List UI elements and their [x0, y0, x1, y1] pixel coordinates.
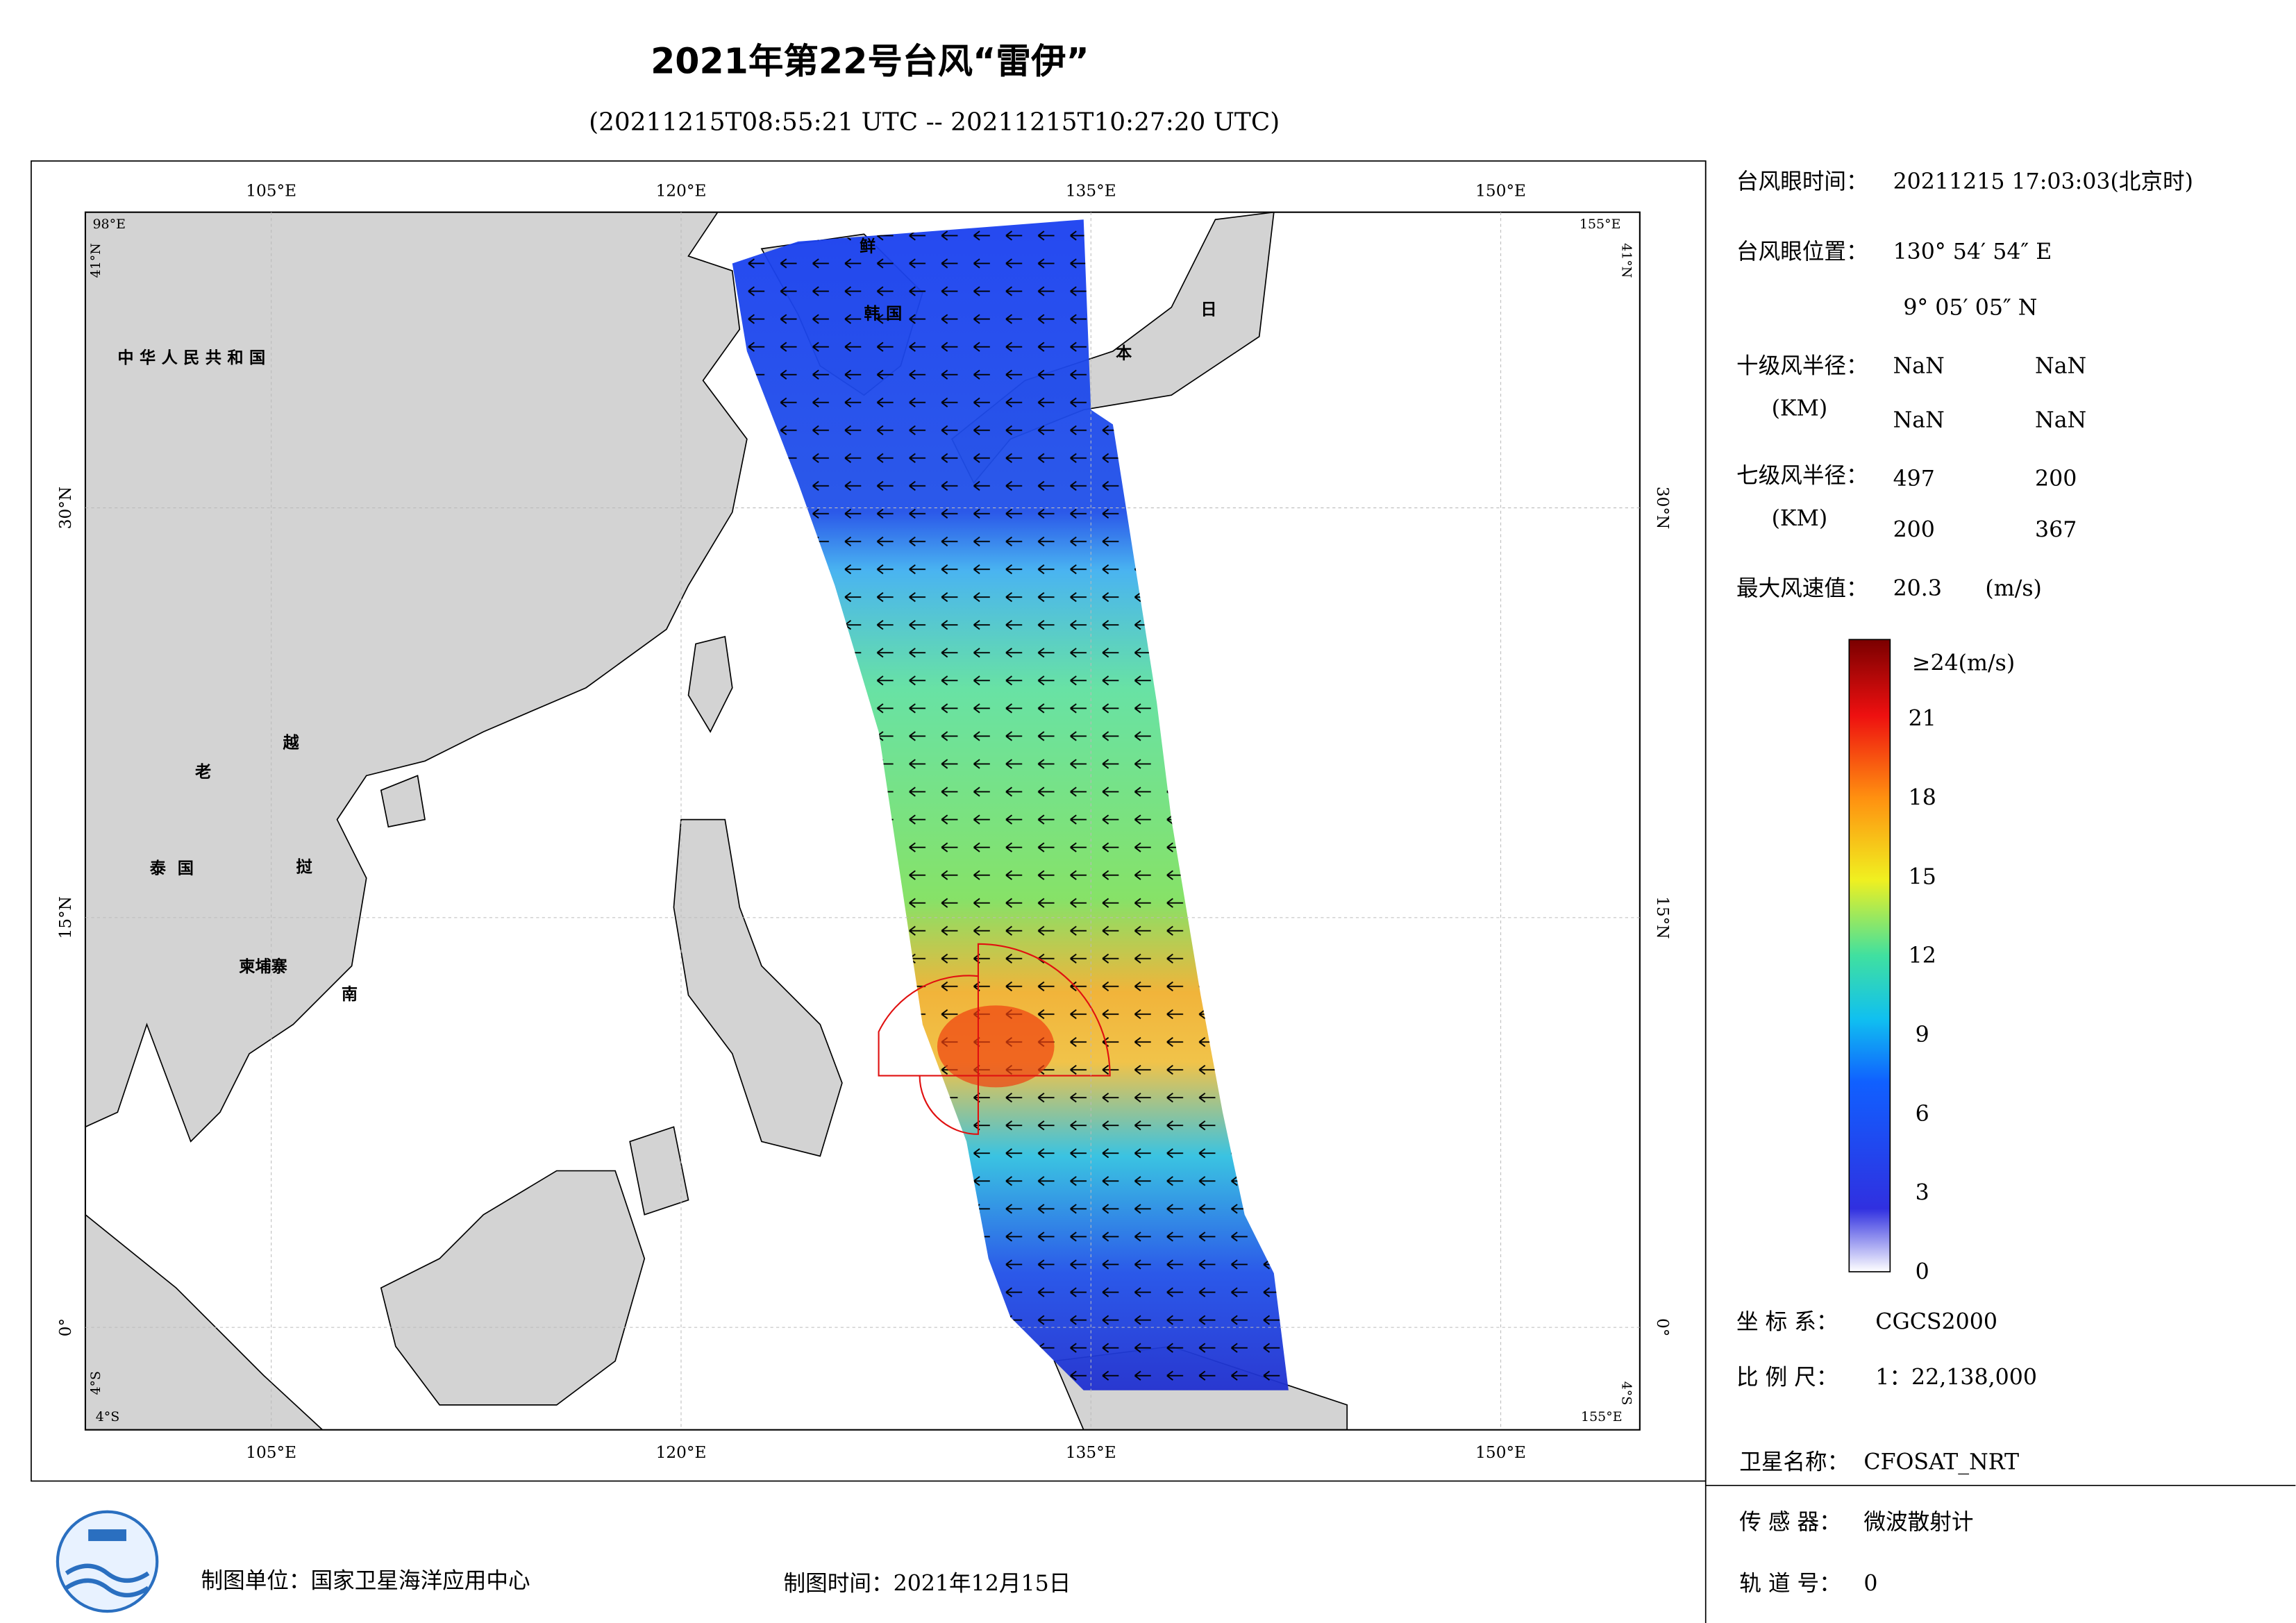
meta-label: 坐 标 系：: [1736, 1309, 1838, 1334]
meta-label: 传 感 器：: [1739, 1510, 1841, 1535]
meta-value: CFOSAT_NRT: [1863, 1450, 2019, 1475]
lat-label: 15°N: [1653, 896, 1672, 939]
corner-label: 41°N: [1619, 243, 1634, 278]
lon-label: 135°E: [1066, 181, 1116, 200]
title: 2021年第22号台风“雷伊”: [651, 40, 1089, 81]
lat-label: 30°N: [56, 487, 75, 529]
colorbar-tick-label: 21: [1909, 707, 1936, 732]
corner-label: 4°S: [96, 1409, 120, 1424]
info-value: 130° 54′ 54″ E: [1893, 239, 2052, 264]
place-label: 泰国: [149, 859, 206, 878]
place-label: 柬埔寨: [239, 957, 287, 976]
lat-label: 30°N: [1653, 487, 1672, 529]
lon-label: 150°E: [1475, 1443, 1526, 1462]
meta-value: 微波散射计: [1863, 1510, 1973, 1535]
land: [673, 818, 843, 1157]
place-label: 日: [1200, 300, 1216, 319]
info-value: (m/s): [1985, 576, 2042, 601]
map-border: [84, 211, 1641, 1431]
info-value: NaN: [2035, 408, 2086, 433]
lon-label: 105°E: [246, 1443, 296, 1462]
logo: [56, 1510, 159, 1613]
info-value: 200: [1893, 518, 1935, 543]
colorbar-tick-label: 15: [1909, 864, 1936, 889]
lon-label: 135°E: [1066, 1443, 1116, 1462]
meta-value: CGCS2000: [1875, 1309, 1997, 1334]
place-label: 韩国: [864, 305, 908, 323]
info-unit: (KM): [1772, 506, 1828, 531]
place-label: 本: [1116, 344, 1132, 363]
colorbar-tick-label: 9: [1916, 1023, 1929, 1048]
colorbar-tick-label: 0: [1916, 1260, 1929, 1285]
footer-time: 制图时间：2021年12月15日: [784, 1572, 1071, 1597]
lat-label: 0°: [1653, 1318, 1672, 1336]
info-value: NaN: [1893, 408, 1945, 433]
colorbar: [1848, 639, 1891, 1272]
high-wind: [937, 1005, 1055, 1088]
place-label: 挝: [296, 857, 313, 876]
subtitle: (20211215T08:55:21 UTC -- 20211215T10:27…: [589, 108, 1280, 137]
meta-label: 比 例 尺：: [1736, 1365, 1838, 1390]
info-unit: (KM): [1772, 396, 1828, 421]
corner-label: 4°S: [88, 1371, 103, 1395]
lon-label: 120°E: [656, 181, 707, 200]
corner-label: 155°E: [1579, 217, 1621, 232]
land: [380, 636, 733, 828]
corner-label: 41°N: [88, 243, 103, 278]
place-label: 中华人民共和国: [117, 348, 271, 367]
land: [380, 1170, 646, 1406]
info-value: 497: [1893, 466, 1935, 491]
info-value: NaN: [2035, 354, 2086, 379]
lat-label: 15°N: [56, 896, 75, 939]
colorbar-top-label: ≥24(m/s): [1912, 651, 2015, 676]
info-label: 十级风半径：: [1736, 354, 1868, 379]
corner-label: 98°E: [92, 217, 125, 232]
land: [85, 212, 748, 1143]
lon-label: 120°E: [656, 1443, 707, 1462]
place-label: 老: [194, 762, 211, 781]
info-label: 台风眼位置：: [1736, 239, 1868, 264]
corner-label: 155°E: [1581, 1409, 1623, 1424]
colorbar-tick-label: 3: [1916, 1181, 1929, 1206]
wind-radius: [878, 943, 1111, 1135]
info-value: NaN: [1893, 354, 1945, 379]
colorbar-tick-label: 18: [1909, 786, 1936, 811]
land: [85, 1126, 689, 1430]
info-value: 367: [2035, 518, 2077, 543]
lon-label: 105°E: [246, 181, 296, 200]
footer-unit: 制图单位：国家卫星海洋应用中心: [201, 1568, 530, 1593]
info-label: 七级风半径：: [1736, 464, 1868, 489]
meta-value: 1：22,138,000: [1875, 1365, 2037, 1390]
place-label: 越: [283, 733, 300, 752]
meta-value: 0: [1863, 1572, 1877, 1597]
info-label: 最大风速值：: [1736, 576, 1868, 601]
place-label: 南: [342, 985, 358, 1004]
map: [85, 212, 1640, 1430]
info-value: 200: [2035, 466, 2077, 491]
colorbar-tick-label: 6: [1916, 1102, 1929, 1127]
wind-arrows: [732, 219, 1289, 1390]
info-value: 20211215 17:03:03(北京时): [1893, 169, 2193, 194]
lat-label: 0°: [56, 1318, 75, 1336]
info-value: 20.3: [1893, 576, 1942, 601]
place-label: 鲜: [860, 237, 875, 256]
info-label: 台风眼时间：: [1736, 169, 1868, 194]
colorbar-tick-label: 12: [1909, 943, 1936, 968]
lon-label: 150°E: [1475, 181, 1526, 200]
info-value: 9° 05′ 05″ N: [1903, 295, 2037, 320]
corner-label: 4°S: [1619, 1381, 1634, 1406]
meta-label: 轨 道 号：: [1739, 1572, 1841, 1597]
meta-label: 卫星名称：: [1739, 1450, 1849, 1475]
